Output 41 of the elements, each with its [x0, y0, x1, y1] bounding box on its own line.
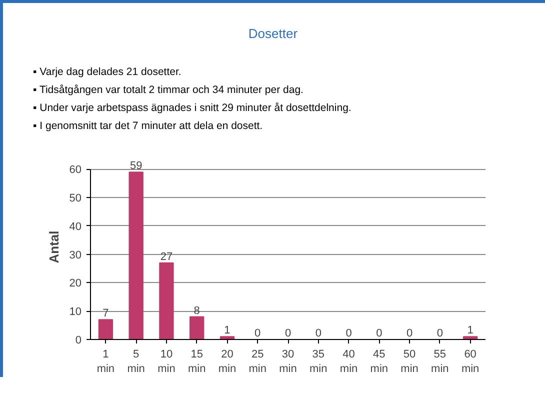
y-tick-label: 40 [69, 220, 82, 233]
data-label: 1 [224, 324, 230, 337]
y-tick-label: 0 [75, 334, 82, 346]
data-label: 0 [315, 328, 322, 340]
y-tick-label: 50 [69, 192, 82, 205]
data-label: 0 [406, 328, 413, 340]
text: ▪ Under varje arbetspass ägnades i snitt 29 minuter åt dosettdelning. [33, 101, 352, 116]
bar [220, 336, 235, 340]
x-tick-label: 25 min [248, 348, 266, 375]
x-tick-label: 1 min [96, 348, 115, 375]
y-tick-label: 30 [69, 249, 82, 262]
x-tick-label: 55 min [431, 348, 449, 375]
x-tick-label: 50 min [400, 348, 418, 375]
data-label: 0 [254, 328, 261, 340]
data-label: 0 [376, 328, 382, 340]
y-tick-label: 10 [69, 306, 82, 318]
bar [190, 316, 204, 340]
chart-title: Dosetter [247, 25, 299, 43]
y-tick-label: 60 [69, 164, 82, 176]
text: ▪ Tidsåtgången var totalt 2 timmar och 34 minuter per dag. [33, 83, 304, 98]
x-tick-label: 35 min [310, 348, 328, 375]
x-tick-label: 30 min [279, 348, 297, 375]
bar [98, 319, 114, 340]
text: ▪ Varje dag delades 21 dosetter. [33, 65, 182, 80]
y-axis-title: Antal [46, 230, 62, 264]
x-tick-label: 15 min [188, 348, 206, 375]
data-label: 0 [346, 328, 352, 340]
text: ▪ I genomsnitt tar det 7 minuter att dela en dosett. [33, 119, 264, 134]
x-tick-label: 5 min [127, 348, 145, 375]
data-label: 1 [467, 324, 474, 337]
x-tick-label: 60 min [461, 348, 480, 375]
data-label: 0 [284, 328, 292, 340]
x-tick-label: 40 min [340, 348, 358, 375]
x-tick-label: 10 min [158, 348, 176, 375]
bar [128, 172, 144, 340]
bar [159, 262, 174, 340]
y-tick-label: 20 [69, 278, 82, 290]
bar [462, 336, 478, 340]
data-label: 0 [436, 328, 443, 340]
x-tick-label: 45 min [370, 348, 388, 375]
x-tick-label: 20 min [218, 348, 236, 375]
